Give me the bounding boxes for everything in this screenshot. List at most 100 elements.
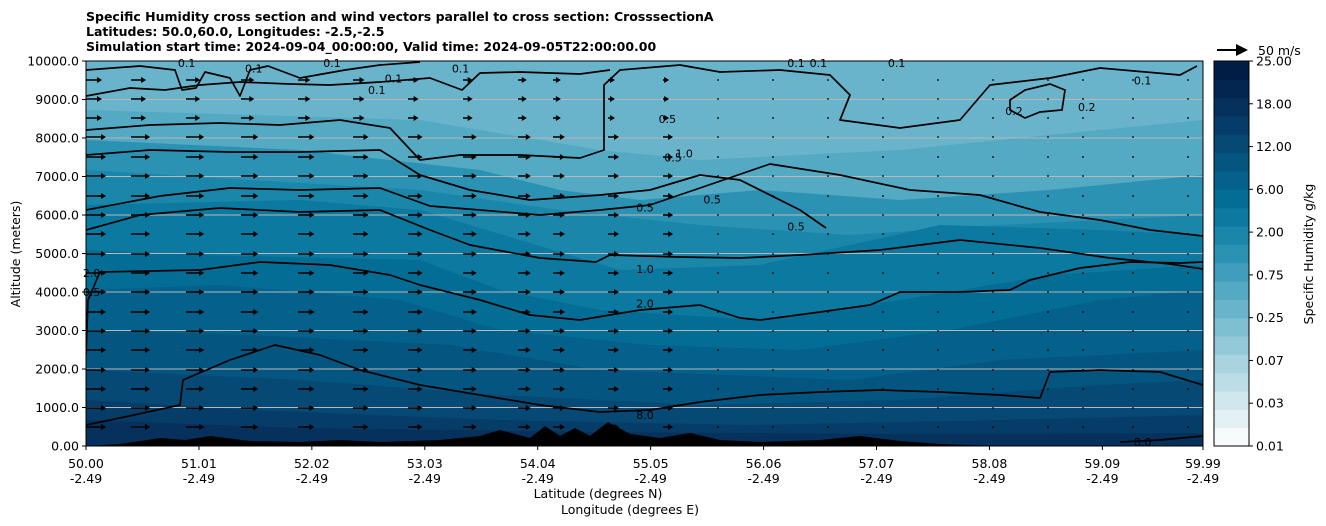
wind-vector-head [199,405,205,411]
colorbar-tick-label-3: 0.25 [1256,310,1284,325]
wind-vector-head [559,270,565,276]
wind-vector-head [363,212,369,218]
wind-vector-head [413,115,419,121]
wind-vector-head [521,77,527,83]
contour-line-7 [86,344,1203,426]
wind-vector-head [305,77,311,83]
colorbar-segment-0 [1214,427,1249,447]
wind-vector-head [559,251,565,257]
wind-vector-head [417,134,423,140]
wind-vector-head [559,212,565,218]
colorbar-tick-label-6: 6.00 [1256,182,1284,197]
wind-vector-head [471,289,477,295]
wind-vector-head [141,115,147,121]
wind-vector-head [525,424,531,430]
wind-vector-head [521,96,527,102]
wind-vector-head [525,386,531,392]
colorbar-frame [1213,60,1250,447]
colorbar-tick-label-7: 12.00 [1256,139,1292,154]
wind-vector-head [363,134,369,140]
wind-vector-head [668,367,674,373]
wind-vector-head [101,212,106,218]
wind-vector-head [614,405,619,411]
wind-vector-head [253,193,259,199]
wind-vector-head [145,424,151,430]
plot-area [86,61,1203,446]
colorbar-segment-9 [1214,262,1249,282]
wind-vector-head [664,115,670,121]
wind-vector-head [417,154,423,160]
colorbar-tick-label-2: 0.07 [1256,353,1284,368]
wind-vector-head [471,367,477,373]
wind-vector-head [664,77,670,83]
wind-vector-head [525,193,531,199]
wind-vector-head [363,367,369,373]
wind-vector-head [363,173,369,179]
wind-vector-head [559,386,565,392]
colorbar-segment-18 [1214,97,1249,117]
wind-vector-head [101,386,106,392]
wind-vector-head [471,212,477,218]
wind-vector-head [253,328,259,334]
wind-vector-head [249,96,255,102]
contour-label-16: 0.5 [636,201,654,214]
wind-vector-head [359,77,365,83]
wind-vector-head [309,173,315,179]
wind-vector-head [559,405,565,411]
wind-vector-head [199,154,205,160]
wind-vector-head [363,386,369,392]
wind-vector-head [417,386,423,392]
wind-vector-head [199,328,205,334]
contour-label-0: 0.1 [178,57,196,70]
chart-title-line-2: Latitudes: 50.0,60.0, Longitudes: -2.5,-… [86,24,385,39]
wind-vector-head [101,309,106,315]
contour-label-3: 0.1 [385,72,403,85]
wind-vector-head [471,251,477,257]
x-tick-label-lon-0: -2.49 [70,471,102,486]
colorbar-segment-11 [1214,226,1249,245]
wind-vector-head [363,347,369,353]
y-tick-label-7: 7000.0 [35,169,79,184]
wind-vector-head [525,212,531,218]
colorbar-segment-13 [1214,189,1249,209]
wind-vector-head [525,154,531,160]
wind-vector-head [467,115,473,121]
wind-vector-head [199,347,205,353]
wind-vector-head [668,251,674,257]
wind-vector-head [471,231,477,237]
wind-vector-head [525,134,531,140]
wind-vector-head [249,115,255,121]
wind-vector-head [668,173,674,179]
wind-vector-head [471,328,477,334]
wind-vector-head [101,289,106,295]
x-tick-label-lat-6: 56.06 [746,456,782,471]
wind-vector-head [253,134,259,140]
wind-vector-head [559,347,565,353]
contour-line-4 [86,163,1203,237]
colorbar-segment-12 [1214,207,1249,227]
wind-vector-head [101,367,106,373]
contour-label-13: 0.5 [664,151,682,164]
wind-vector-head [309,193,315,199]
colorbar-segment-19 [1214,79,1249,99]
colorbar-tick-label-1: 0.03 [1256,396,1284,411]
x-tick-label-lon-2: -2.49 [296,471,328,486]
wind-vector-head [614,328,619,334]
wind-vector-head [101,173,106,179]
wind-vector-head [309,270,315,276]
wind-vector-head [467,77,473,83]
colorbar-segment-10 [1214,244,1249,264]
x-tick-label-lon-6: -2.49 [747,471,779,486]
contour-label-23: 0.5 [83,286,101,299]
wind-vector-head [471,424,477,430]
wind-vector-head [417,367,423,373]
wind-vector-head [555,96,561,102]
wind-vector-head [101,424,106,430]
contour-label-22: 2.0 [83,267,101,280]
wind-vector-head [145,270,151,276]
wind-vector-head [668,405,674,411]
y-tick-label-3: 3000.0 [35,323,79,338]
wind-vector-head [141,96,147,102]
wind-vector-head [363,231,369,237]
x-tick-label-lat-10: 59.99 [1185,456,1221,471]
